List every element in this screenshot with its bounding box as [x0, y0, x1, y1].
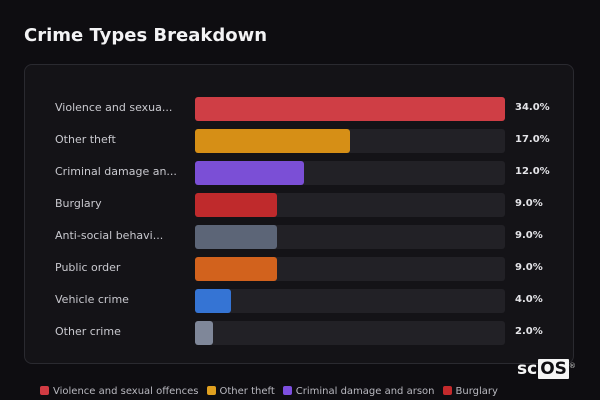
bar[interactable]	[195, 129, 350, 153]
bar[interactable]	[195, 161, 304, 185]
chart-panel: Violence and sexua... 34.0% Other theft 17.…	[24, 64, 574, 364]
bar[interactable]	[195, 289, 231, 313]
legend-item[interactable]: Burglary	[442, 385, 498, 399]
bar-track	[195, 161, 505, 185]
bar[interactable]	[195, 257, 277, 281]
bar-track	[195, 129, 505, 153]
legend-item[interactable]: Violence and sexual offences	[40, 385, 199, 399]
bar-category-label: Vehicle crime	[55, 293, 129, 306]
bar[interactable]	[195, 97, 505, 121]
chart-legend: Violence and sexual offences Other theft C…	[40, 385, 580, 400]
bar-value-label: 4.0%	[515, 294, 543, 305]
bar-row: Public order 9.0%	[25, 252, 575, 284]
legend-swatch	[442, 386, 452, 395]
bar-category-label: Other crime	[55, 325, 121, 338]
legend-swatch	[282, 386, 292, 395]
bar[interactable]	[195, 225, 277, 249]
bar-row: Anti-social behavi... 9.0%	[25, 220, 575, 252]
bar-category-label: Violence and sexua...	[55, 101, 173, 114]
legend-item[interactable]: Other theft	[206, 385, 275, 399]
bar-row: Burglary 9.0%	[25, 188, 575, 220]
bar-value-label: 9.0%	[515, 198, 543, 209]
legend-label: Burglary	[455, 386, 498, 397]
bar-track	[195, 225, 505, 249]
bar-row: Vehicle crime 4.0%	[25, 284, 575, 316]
bar-row: Violence and sexua... 34.0%	[25, 92, 575, 124]
legend-swatch	[206, 386, 216, 395]
chart-title: Crime Types Breakdown	[24, 25, 268, 46]
legend-label: Other theft	[219, 386, 275, 397]
bar-row: Other theft 17.0%	[25, 124, 575, 156]
bar-value-label: 12.0%	[515, 166, 550, 177]
bar-category-label: Criminal damage an...	[55, 165, 177, 178]
bar-track	[195, 289, 505, 313]
bar-row: Criminal damage an... 12.0%	[25, 156, 575, 188]
bar-value-label: 17.0%	[515, 134, 550, 145]
bar[interactable]	[195, 321, 213, 345]
bar-category-label: Anti-social behavi...	[55, 229, 164, 242]
bar-category-label: Other theft	[55, 133, 116, 146]
bar-value-label: 9.0%	[515, 262, 543, 273]
bar-track	[195, 193, 505, 217]
legend-label: Criminal damage and arson	[295, 386, 435, 397]
bar-value-label: 9.0%	[515, 230, 543, 241]
bar-track	[195, 321, 505, 345]
bar-value-label: 34.0%	[515, 102, 550, 113]
logo-prefix: sc	[517, 359, 538, 379]
legend-swatch	[40, 386, 49, 395]
logo-boxed-text: OS	[538, 359, 569, 379]
bar-category-label: Public order	[55, 261, 121, 274]
bar[interactable]	[195, 193, 277, 217]
bar-category-label: Burglary	[55, 197, 102, 210]
bar-row: Other crime 2.0%	[25, 316, 575, 348]
legend-item[interactable]: Criminal damage and arson	[282, 385, 435, 399]
scos-logo: sc OS ®	[517, 359, 576, 379]
bar-value-label: 2.0%	[515, 326, 543, 337]
legend-label: Violence and sexual offences	[53, 386, 199, 397]
bar-track	[195, 97, 505, 121]
bar-track	[195, 257, 505, 281]
registered-mark: ®	[568, 362, 576, 370]
